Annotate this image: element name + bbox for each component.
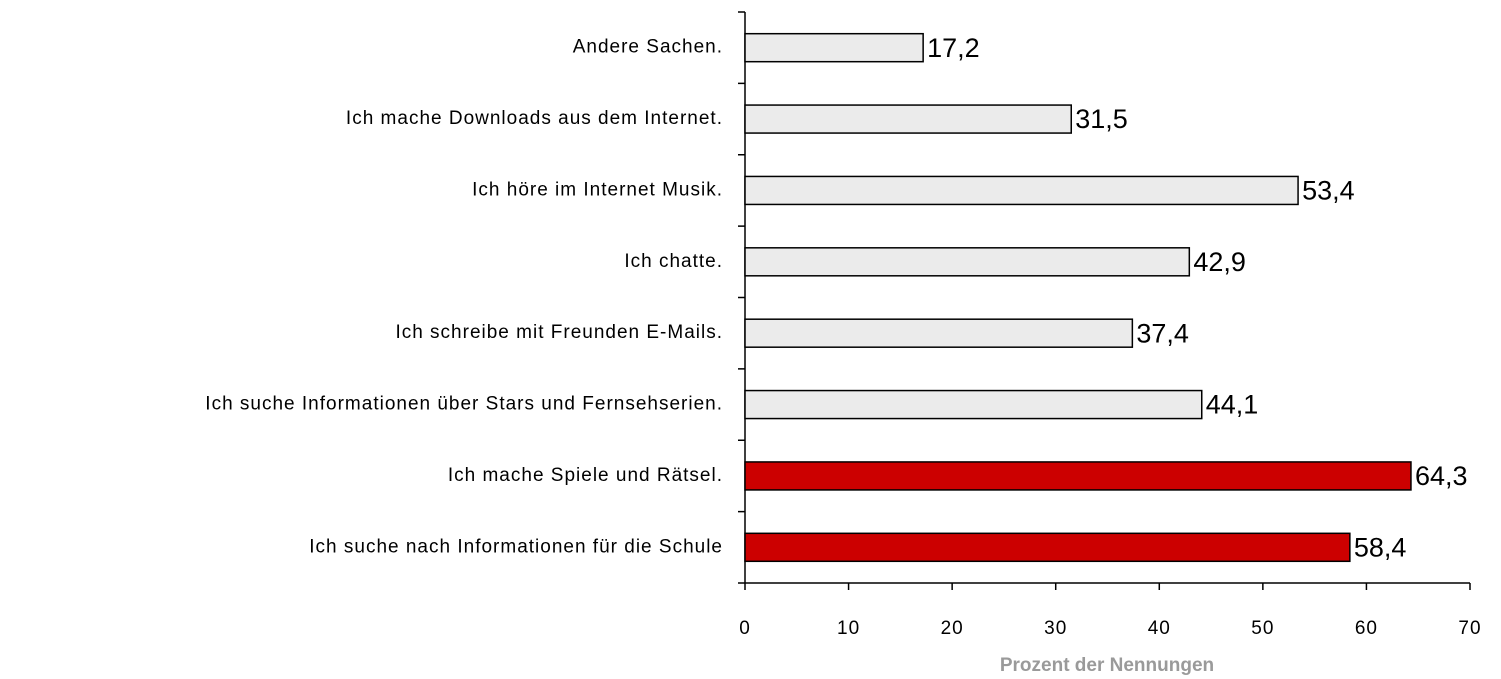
bar <box>744 389 1203 420</box>
category-label: Ich suche Informationen über Stars und F… <box>205 394 723 415</box>
category-label: Ich mache Spiele und Rätsel. <box>448 465 723 486</box>
value-label: 42,9 <box>1193 247 1246 277</box>
bar <box>744 318 1134 348</box>
category-label: Ich chatte. <box>624 251 723 272</box>
category-label: Ich mache Downloads aus dem Internet. <box>346 108 723 129</box>
x-tick-label: 10 <box>837 618 860 639</box>
category-label: Andere Sachen. <box>573 37 723 58</box>
x-tick-label: 30 <box>1044 618 1067 639</box>
x-tick-label: 20 <box>941 618 964 639</box>
x-tick-label: 70 <box>1458 618 1481 639</box>
value-label: 58,4 <box>1354 532 1407 562</box>
value-label: 17,2 <box>927 33 980 63</box>
bar <box>744 532 1351 563</box>
value-label: 37,4 <box>1136 318 1189 348</box>
x-axis-title: Prozent der Nennungen <box>1000 655 1214 676</box>
bar <box>744 461 1412 491</box>
category-label: Ich suche nach Informationen für die Sch… <box>309 536 723 557</box>
value-label: 64,3 <box>1415 461 1468 491</box>
value-label: 44,1 <box>1206 390 1259 420</box>
x-tick-label: 50 <box>1251 618 1274 639</box>
bar <box>744 104 1072 134</box>
value-label: 31,5 <box>1075 104 1128 134</box>
x-tick-label: 40 <box>1148 618 1171 639</box>
value-label: 53,4 <box>1302 176 1355 206</box>
category-label: Ich schreibe mit Freunden E-Mails. <box>395 322 723 343</box>
x-tick-label: 0 <box>739 618 751 639</box>
category-label: Ich höre im Internet Musik. <box>472 179 723 200</box>
bar <box>744 175 1299 206</box>
bar <box>744 247 1191 277</box>
bar <box>744 32 924 63</box>
x-tick-label: 60 <box>1355 618 1378 639</box>
